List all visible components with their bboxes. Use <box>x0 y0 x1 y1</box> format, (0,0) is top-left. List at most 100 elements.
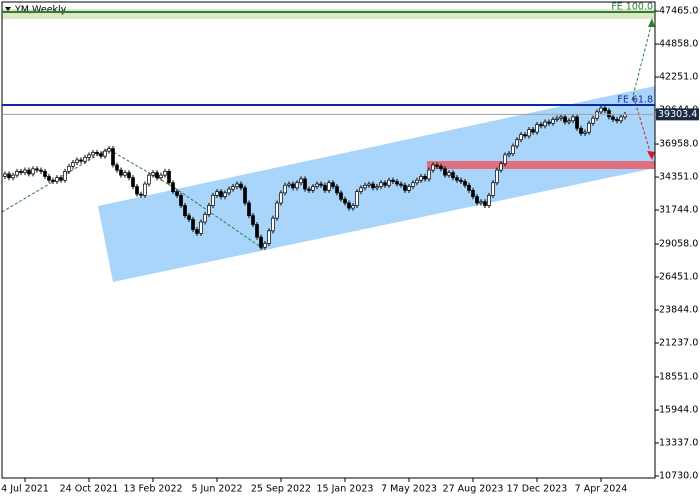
candle-body <box>399 183 403 186</box>
y-tick-label: 47465.0 <box>659 6 698 17</box>
candle-body <box>503 154 507 165</box>
candle-body <box>151 172 155 176</box>
candle-body <box>307 188 311 191</box>
candle-body <box>407 186 411 191</box>
fe-band <box>2 9 655 19</box>
candle-body <box>23 169 27 173</box>
candle-body <box>7 173 11 179</box>
x-tick-label: 27 Aug 2023 <box>443 484 504 495</box>
candle-body <box>595 111 599 119</box>
candle-body <box>167 171 171 184</box>
candle-body <box>27 169 31 175</box>
candle-body <box>175 191 179 196</box>
x-tick-label: 17 Dec 2023 <box>507 484 568 495</box>
zigzag-line <box>1 148 266 251</box>
x-tick-label: 15 Jan 2023 <box>317 484 374 495</box>
x-tick-label: 5 Jun 2022 <box>191 484 242 495</box>
candle-body <box>219 191 223 198</box>
candle-body <box>415 179 419 184</box>
candle-body <box>535 124 539 133</box>
menu-triangle <box>5 7 11 11</box>
candle-body <box>71 162 75 167</box>
candle-body <box>423 176 427 180</box>
candle-body <box>475 196 479 204</box>
candle-body <box>491 182 495 196</box>
x-tick-label: 24 Oct 2021 <box>60 484 119 495</box>
candle-body <box>195 229 199 234</box>
candle-body <box>387 179 391 186</box>
candle-body <box>263 243 267 248</box>
candle-body <box>287 183 291 186</box>
candle-body <box>459 179 463 182</box>
candle-body <box>11 174 15 179</box>
candle-body <box>567 120 571 123</box>
y-tick-label: 26451.0 <box>659 272 698 283</box>
candle-body <box>35 168 39 171</box>
candle-body <box>55 177 59 182</box>
candle-body <box>315 183 319 187</box>
candle-body <box>299 178 303 184</box>
candle-body <box>15 171 19 176</box>
candle-body <box>75 159 79 163</box>
candle-body <box>579 127 583 134</box>
candle-body <box>447 172 451 176</box>
candle-body <box>115 164 119 171</box>
candle-body <box>83 157 87 162</box>
chart-title: YM,Weekly <box>14 5 67 16</box>
candle-body <box>103 150 107 157</box>
candle-body <box>555 117 559 120</box>
candle-body <box>127 172 131 179</box>
candle-body <box>259 236 263 248</box>
candle-body <box>191 219 195 230</box>
candle-body <box>215 191 219 196</box>
candle-body <box>47 176 51 181</box>
candle-body <box>107 148 111 152</box>
candle-body <box>619 116 623 122</box>
candle-body <box>283 184 287 194</box>
candle-body <box>327 182 331 191</box>
y-tick-label: 44858.0 <box>659 39 698 50</box>
candle-body <box>451 172 455 179</box>
plot-border <box>1 1 656 479</box>
candle-body <box>267 230 271 244</box>
candle-body <box>515 139 519 147</box>
y-tick-label: 18551.0 <box>659 371 698 382</box>
candle-body <box>147 174 151 185</box>
candle-body <box>467 184 471 191</box>
candle-body <box>87 154 91 158</box>
candle-body <box>411 182 415 187</box>
candle-body <box>227 188 231 194</box>
y-tick-label: 21237.0 <box>659 338 698 349</box>
candle-body <box>495 169 499 184</box>
candle-body <box>439 165 443 170</box>
candle-body <box>479 201 483 204</box>
candle-body <box>159 174 163 179</box>
candle-body <box>611 116 615 120</box>
candle-body <box>135 186 139 195</box>
candle-body <box>431 164 435 171</box>
candle-body <box>499 163 503 171</box>
candle-body <box>223 192 227 198</box>
candle-body <box>95 152 99 154</box>
candle-body <box>339 192 343 200</box>
candle-body <box>123 172 127 176</box>
candle-body <box>615 119 619 122</box>
candle-body <box>179 195 183 206</box>
candle-body <box>163 171 167 176</box>
candle-body <box>235 183 239 187</box>
candle-body <box>187 215 191 220</box>
candle-body <box>403 184 407 191</box>
candle-body <box>139 193 143 196</box>
candle-body <box>603 107 607 111</box>
candle-body <box>155 172 159 179</box>
candle-body <box>519 134 523 141</box>
candle-body <box>67 165 71 172</box>
candle-body <box>31 168 35 175</box>
candle-body <box>171 182 175 192</box>
candle-body <box>527 129 531 137</box>
candle-body <box>435 164 439 167</box>
y-tick-label: 36958.0 <box>659 139 698 150</box>
candle-body <box>511 145 515 154</box>
candle-body <box>371 183 375 189</box>
